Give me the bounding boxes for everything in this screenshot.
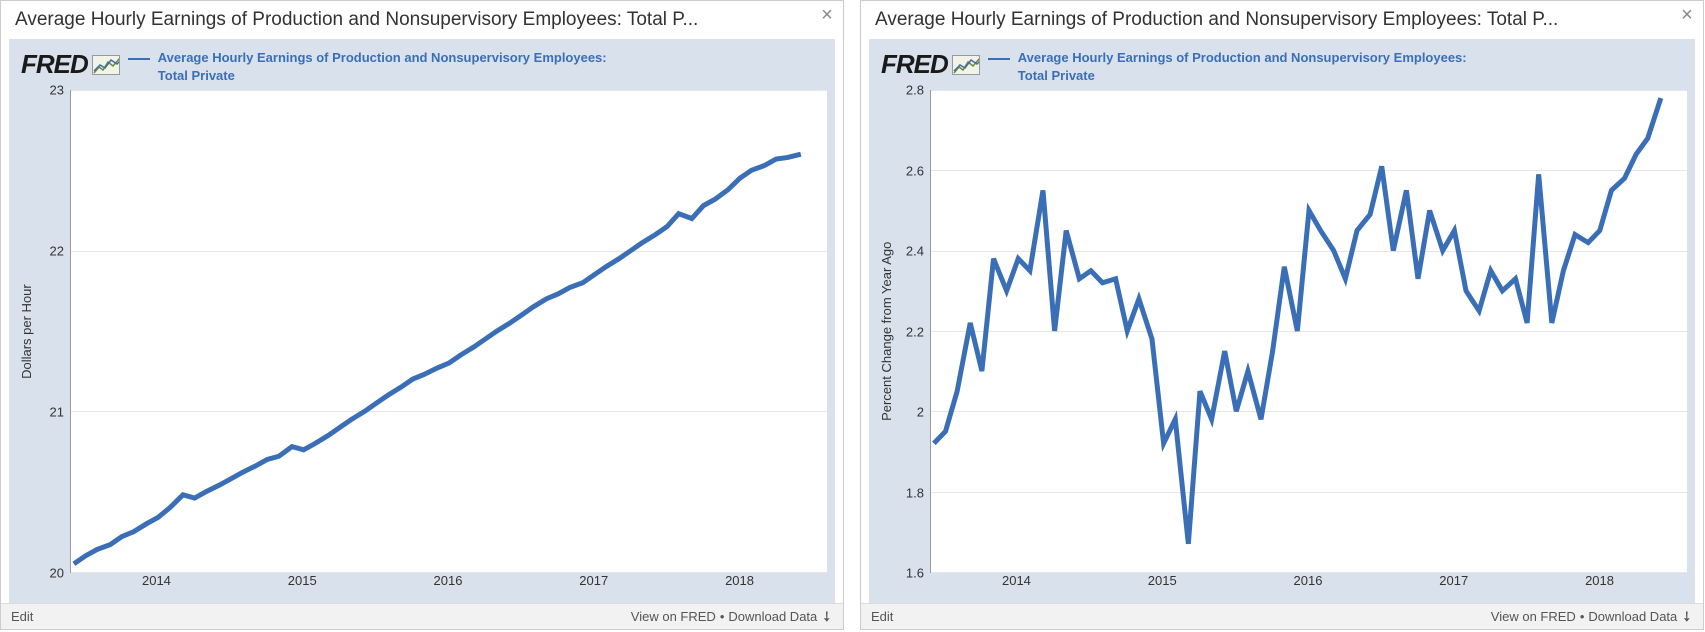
y-tick-label: 2.2 [906, 324, 924, 339]
chart-icon [952, 55, 980, 75]
line-svg [931, 90, 1687, 572]
x-tick-label: 2018 [725, 573, 754, 588]
legend-label: Average Hourly Earnings of Production an… [158, 49, 638, 84]
x-ticks: 2014 2015 2016 2017 2018 [69, 573, 827, 595]
x-tick-label: 2014 [1002, 573, 1031, 588]
y-tick-label: 22 [50, 244, 64, 259]
fred-logo: FRED [21, 49, 120, 80]
edit-link[interactable]: Edit [11, 609, 33, 624]
x-tick-label: 2017 [1439, 573, 1468, 588]
plot-area [930, 90, 1687, 573]
chart-panel: Average Hourly Earnings of Production an… [0, 0, 844, 630]
chart-panel: Average Hourly Earnings of Production an… [860, 0, 1704, 630]
chart-icon [92, 55, 120, 75]
y-tick-label: 20 [50, 566, 64, 581]
panel-header: Average Hourly Earnings of Production an… [861, 1, 1703, 39]
plot-wrap: Percent Change from Year Ago 1.61.822.22… [877, 90, 1687, 573]
close-icon[interactable]: × [1677, 5, 1697, 25]
y-tick-label: 2 [917, 405, 924, 420]
data-line [934, 98, 1661, 544]
y-tick-label: 2.4 [906, 244, 924, 259]
legend-row: FRED Average Hourly Earnings of Producti… [17, 45, 827, 90]
legend-swatch [988, 58, 1010, 60]
y-tick-label: 23 [50, 83, 64, 98]
x-tick-label: 2015 [1148, 573, 1177, 588]
fred-logo-text: FRED [881, 49, 948, 80]
panel-title: Average Hourly Earnings of Production an… [15, 9, 813, 31]
plot-wrap: Dollars per Hour 20212223 [17, 90, 827, 573]
plot-area [70, 90, 827, 573]
x-tick-label: 2017 [579, 573, 608, 588]
y-tick-label: 1.6 [906, 566, 924, 581]
fred-logo: FRED [881, 49, 980, 80]
y-ticks: 1.61.822.22.42.62.8 [896, 90, 930, 573]
panel-footer: Edit View on FRED • Download Data ➘ [1, 603, 843, 629]
view-on-fred-link[interactable]: View on FRED [631, 609, 716, 624]
x-tick-label: 2015 [288, 573, 317, 588]
x-tick-label: 2018 [1585, 573, 1614, 588]
download-arrow-icon: ➘ [817, 606, 837, 626]
panel-footer: Edit View on FRED • Download Data ➘ [861, 603, 1703, 629]
legend-swatch [128, 58, 150, 60]
x-tick-label: 2016 [1294, 573, 1323, 588]
y-axis-label: Dollars per Hour [17, 90, 36, 573]
edit-link[interactable]: Edit [871, 609, 893, 624]
legend-row: FRED Average Hourly Earnings of Producti… [877, 45, 1687, 90]
x-tick-label: 2014 [142, 573, 171, 588]
y-tick-label: 1.8 [906, 485, 924, 500]
download-data-link[interactable]: Download Data [728, 609, 817, 624]
line-svg [71, 90, 827, 572]
close-icon[interactable]: × [817, 5, 837, 25]
panel-header: Average Hourly Earnings of Production an… [1, 1, 843, 39]
view-on-fred-link[interactable]: View on FRED [1491, 609, 1576, 624]
chart-frame: FRED Average Hourly Earnings of Producti… [9, 39, 835, 603]
y-tick-label: 2.8 [906, 83, 924, 98]
chart-frame: FRED Average Hourly Earnings of Producti… [869, 39, 1695, 603]
download-arrow-icon: ➘ [1677, 606, 1697, 626]
data-line [74, 154, 801, 564]
x-tick-label: 2016 [434, 573, 463, 588]
y-axis-label: Percent Change from Year Ago [877, 90, 896, 573]
download-data-link[interactable]: Download Data [1588, 609, 1677, 624]
panel-title: Average Hourly Earnings of Production an… [875, 9, 1673, 31]
fred-logo-text: FRED [21, 49, 88, 80]
separator-dot: • [720, 609, 725, 624]
legend-label: Average Hourly Earnings of Production an… [1018, 49, 1498, 84]
y-tick-label: 21 [50, 405, 64, 420]
x-ticks: 2014 2015 2016 2017 2018 [929, 573, 1687, 595]
separator-dot: • [1580, 609, 1585, 624]
y-tick-label: 2.6 [906, 163, 924, 178]
y-ticks: 20212223 [36, 90, 70, 573]
